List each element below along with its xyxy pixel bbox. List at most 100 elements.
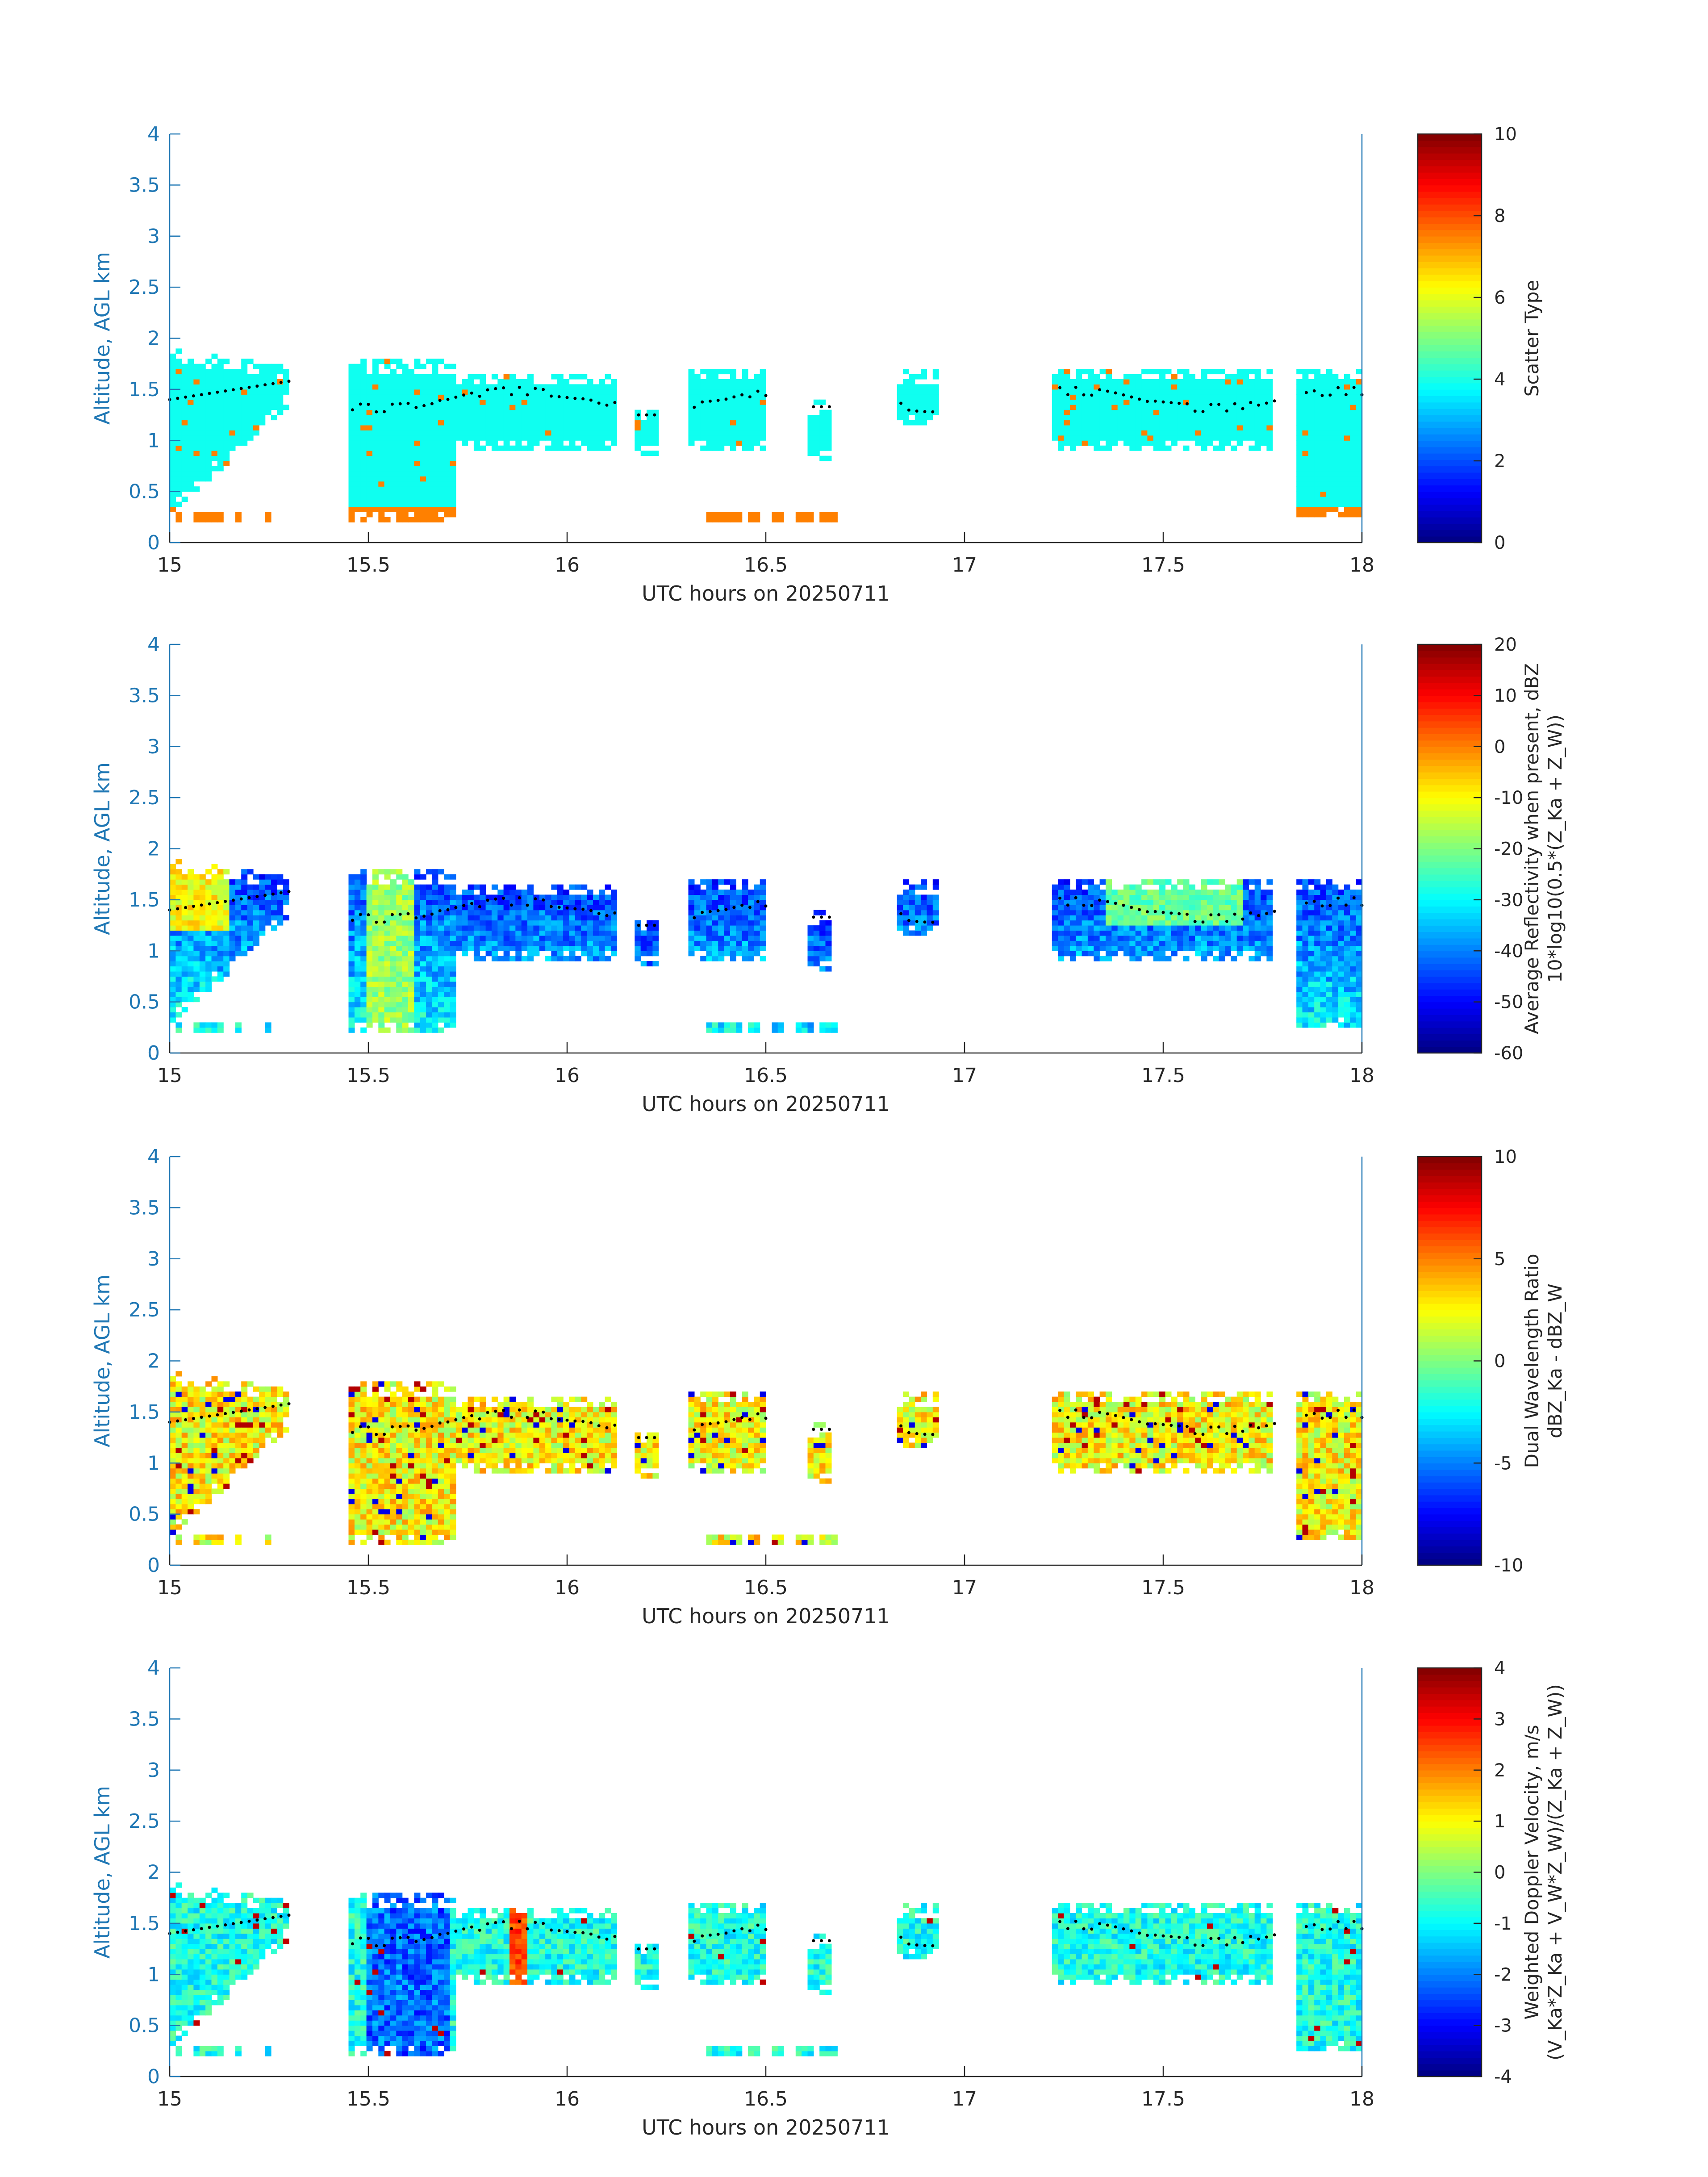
heatmap-cell <box>265 379 271 384</box>
heatmap-cell <box>432 405 438 410</box>
heatmap-cell <box>188 884 194 890</box>
heatmap-cell <box>647 925 653 931</box>
heatmap-cell <box>450 925 456 931</box>
heatmap-cell <box>1326 425 1332 430</box>
heatmap-cell <box>170 435 176 441</box>
heatmap-cell <box>402 481 409 487</box>
heatmap-cell <box>235 925 242 931</box>
heatmap-cell <box>366 1017 373 1023</box>
heatmap-cell <box>170 884 176 890</box>
heatmap-cell <box>1302 997 1309 1003</box>
heatmap-cell <box>1344 501 1350 507</box>
heatmap-cell <box>455 930 462 936</box>
heatmap-cell <box>1201 369 1207 375</box>
heatmap-cell <box>1296 466 1303 472</box>
heatmap-cell <box>396 497 403 502</box>
heatmap-cell <box>450 409 456 415</box>
heatmap-cell <box>610 899 617 905</box>
heatmap-cell <box>181 389 188 395</box>
heatmap-cell <box>1165 405 1172 410</box>
heatmap-cell <box>551 384 558 390</box>
heatmap-cell <box>706 425 713 430</box>
heatmap-cell <box>354 1017 361 1023</box>
heatmap-cell <box>509 445 516 451</box>
heatmap-cell <box>199 874 206 880</box>
heatmap-cell <box>915 910 921 915</box>
heatmap-cell <box>348 945 355 951</box>
heatmap-cell <box>384 409 391 415</box>
heatmap-cell <box>610 379 617 384</box>
heatmap-cell <box>229 384 236 390</box>
heatmap-cell <box>390 455 397 461</box>
heatmap-cell <box>1231 935 1237 941</box>
heatmap-cell <box>450 461 456 466</box>
heatmap-cell <box>414 491 421 497</box>
heatmap-cell <box>432 976 438 982</box>
heatmap-cell <box>1320 399 1327 405</box>
heatmap-cell <box>1069 405 1076 410</box>
heatmap-cell <box>1159 379 1166 384</box>
heatmap-cell <box>1129 409 1136 415</box>
heatmap-cell <box>265 879 271 885</box>
heatmap-cell <box>414 440 421 446</box>
heatmap-cell <box>450 945 456 951</box>
heatmap-cell <box>211 920 218 926</box>
heatmap-cell <box>712 517 718 522</box>
heatmap-cell <box>188 461 194 466</box>
heatmap-cell <box>515 905 522 911</box>
heatmap-cell <box>193 476 200 482</box>
heatmap-cell <box>1296 491 1303 497</box>
heatmap-cell <box>211 425 218 430</box>
heatmap-cell <box>718 951 725 957</box>
heatmap-cell <box>1171 940 1178 946</box>
heatmap-cell <box>712 920 718 926</box>
heatmap-cell <box>396 915 403 921</box>
heatmap-cell <box>1296 394 1303 400</box>
heatmap-cell <box>575 435 581 441</box>
heatmap-cell <box>1356 466 1362 472</box>
heatmap-cell <box>438 471 444 476</box>
heatmap-cell <box>730 890 736 895</box>
heatmap-cell <box>736 379 743 384</box>
heatmap-cell <box>1153 405 1160 410</box>
heatmap-cell <box>1064 925 1070 931</box>
heatmap-cell <box>503 430 510 436</box>
heatmap-cell <box>175 476 182 482</box>
heatmap-cell <box>217 1022 224 1028</box>
heatmap-cell <box>909 405 915 410</box>
heatmap-cell <box>736 420 743 426</box>
heatmap-cell <box>420 956 426 961</box>
heatmap-cell <box>205 461 212 466</box>
heatmap-cell <box>1052 930 1058 936</box>
heatmap-cell <box>1249 920 1255 926</box>
heatmap-cell <box>438 899 444 905</box>
heatmap-cell <box>1087 415 1094 421</box>
heatmap-cell <box>1159 940 1166 946</box>
heatmap-cell <box>491 930 498 936</box>
heatmap-cell <box>1099 394 1106 400</box>
heatmap-cell <box>473 930 480 936</box>
heatmap-cell <box>724 440 731 446</box>
heatmap-cell <box>718 399 725 405</box>
heatmap-cell <box>587 890 593 895</box>
heatmap-cell <box>444 364 451 369</box>
heatmap-cell <box>366 466 373 472</box>
heatmap-cell <box>188 379 194 384</box>
heatmap-cell <box>1099 435 1106 441</box>
colorbar-step <box>1418 274 1482 281</box>
heatmap-cell <box>408 486 414 492</box>
heatmap-cell <box>175 976 182 982</box>
heatmap-cell <box>420 399 426 405</box>
heatmap-cell <box>1094 435 1100 441</box>
heatmap-cell <box>468 415 474 421</box>
colorbar-step <box>1418 300 1482 307</box>
heatmap-cell <box>503 899 510 905</box>
heatmap-cell <box>563 915 570 921</box>
heatmap-cell <box>235 415 242 421</box>
colorbar-step <box>1418 236 1482 243</box>
heatmap-cell <box>605 435 611 441</box>
heatmap-cell <box>1147 915 1154 921</box>
heatmap-cell <box>366 512 373 518</box>
heatmap-cell <box>1123 420 1130 426</box>
